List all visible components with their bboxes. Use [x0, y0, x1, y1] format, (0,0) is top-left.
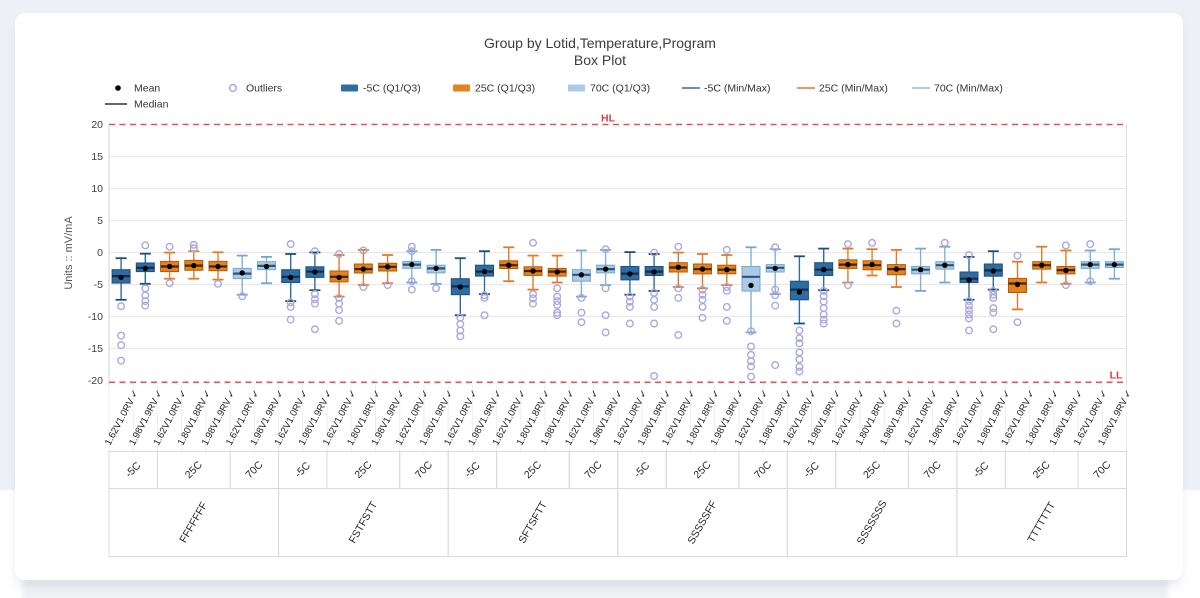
svg-text:-5C: -5C [632, 459, 653, 480]
svg-text:-5C (Min/Max): -5C (Min/Max) [704, 83, 771, 95]
svg-text:SSSSSSS: SSSSSSS [855, 498, 890, 546]
svg-text:HL: HL [601, 113, 616, 125]
svg-text:70C: 70C [582, 459, 604, 481]
svg-text:25C: 25C [861, 459, 883, 481]
svg-text:-15: -15 [88, 343, 103, 355]
svg-text:-5C: -5C [801, 459, 822, 480]
svg-text:LL: LL [1110, 370, 1123, 382]
svg-text:25C: 25C [352, 459, 374, 481]
svg-text:70C (Min/Max): 70C (Min/Max) [934, 83, 1003, 95]
svg-text:-5C: -5C [971, 459, 992, 480]
svg-text:70C: 70C [413, 459, 435, 481]
svg-text:-5C: -5C [462, 459, 483, 480]
svg-text:Median: Median [134, 99, 169, 111]
svg-text:25C: 25C [691, 459, 713, 481]
svg-text:10: 10 [91, 183, 103, 195]
svg-text:Box Plot: Box Plot [574, 52, 626, 68]
svg-text:FFFFFFF: FFFFFFF [177, 500, 210, 545]
svg-text:SSSSSFF: SSSSSFF [685, 499, 719, 546]
svg-text:Group by Lotid,Temperature,Pro: Group by Lotid,Temperature,Program [484, 35, 716, 51]
svg-text:70C: 70C [922, 459, 944, 481]
svg-text:-5: -5 [94, 279, 103, 291]
svg-text:-5C: -5C [293, 459, 314, 480]
svg-text:70C: 70C [752, 459, 774, 481]
svg-text:25C: 25C [183, 459, 205, 481]
svg-text:70C: 70C [243, 459, 265, 481]
svg-text:25C (Min/Max): 25C (Min/Max) [819, 83, 888, 95]
svg-text:-5C: -5C [123, 459, 144, 480]
svg-text:0: 0 [97, 247, 103, 259]
svg-text:15: 15 [91, 151, 103, 163]
svg-text:TTTTTTT: TTTTTTT [1025, 500, 1058, 545]
svg-text:25C: 25C [522, 459, 544, 481]
svg-text:Mean: Mean [134, 83, 160, 95]
svg-text:Units :: mV/mA: Units :: mV/mA [63, 216, 75, 290]
svg-text:25C (Q1/Q3): 25C (Q1/Q3) [475, 83, 535, 95]
svg-text:25C: 25C [1031, 459, 1053, 481]
svg-text:5: 5 [97, 215, 103, 227]
svg-text:FSTFSTT: FSTFSTT [347, 499, 381, 545]
svg-text:-5C (Q1/Q3): -5C (Q1/Q3) [363, 83, 421, 95]
svg-text:-20: -20 [88, 375, 103, 387]
svg-text:Outliers: Outliers [246, 83, 282, 95]
svg-text:70C (Q1/Q3): 70C (Q1/Q3) [590, 83, 650, 95]
svg-text:SFTSFTT: SFTSFTT [516, 499, 550, 545]
svg-text:20: 20 [91, 119, 103, 131]
svg-text:-10: -10 [88, 311, 103, 323]
svg-text:70C: 70C [1091, 459, 1113, 481]
